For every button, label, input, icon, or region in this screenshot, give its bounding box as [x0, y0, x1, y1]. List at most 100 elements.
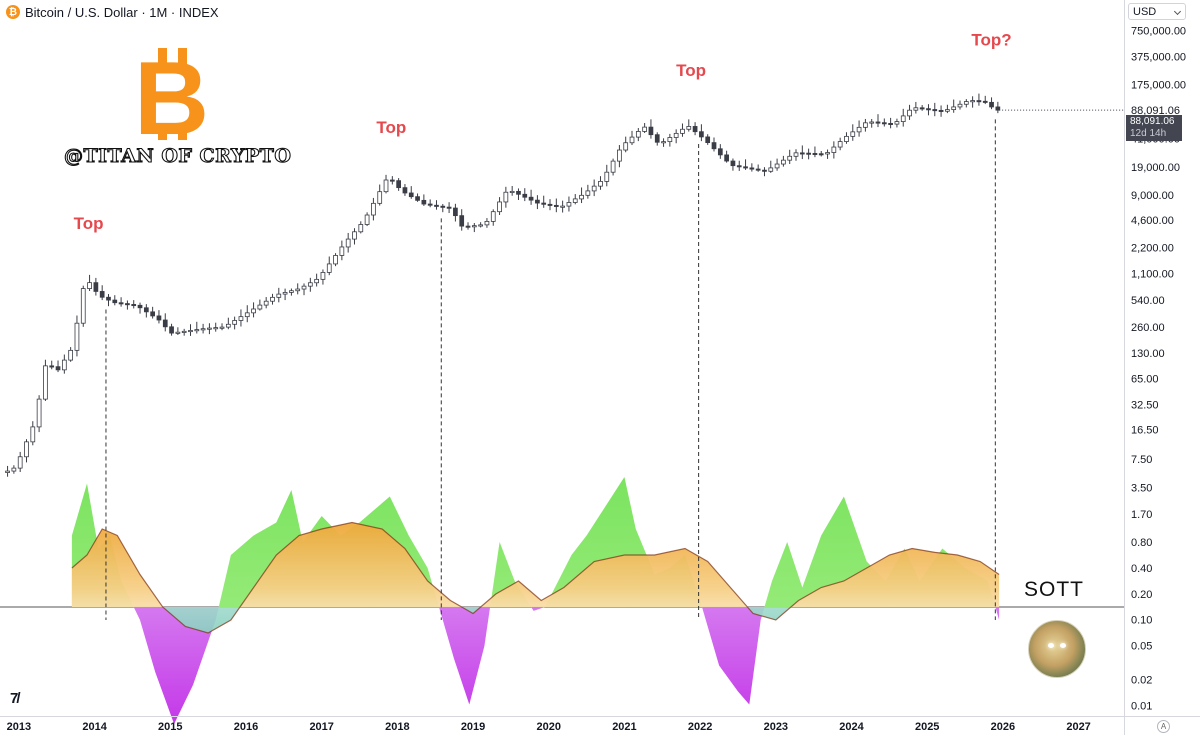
candle [440, 205, 446, 208]
x-tick-label: 2027 [1066, 721, 1090, 733]
x-tick-label: 2023 [764, 721, 788, 733]
indicator-name: SOTT [1024, 578, 1084, 601]
candle [945, 109, 950, 112]
candle [125, 303, 130, 306]
candle [137, 304, 143, 309]
y-tick-label: 32.50 [1131, 399, 1159, 411]
candle [667, 137, 673, 143]
candle [352, 231, 357, 240]
candle [238, 316, 244, 321]
candle [87, 282, 92, 289]
candle [427, 203, 433, 206]
candle [270, 296, 275, 302]
candle [389, 179, 395, 182]
y-tick-label: 540.00 [1131, 295, 1165, 307]
currency-selector[interactable]: USD [1128, 3, 1186, 20]
x-tick-label: 2026 [991, 721, 1015, 733]
candle [207, 327, 212, 330]
x-tick-label: 2020 [537, 721, 561, 733]
candle [421, 199, 427, 205]
candle [856, 126, 862, 133]
y-tick-label: 1.70 [1131, 509, 1152, 521]
candle [188, 330, 193, 333]
candle [869, 121, 875, 124]
candle [377, 191, 383, 204]
candle [610, 160, 616, 173]
candle [762, 169, 767, 172]
candle [768, 167, 774, 172]
y-tick-label: 0.01 [1131, 700, 1152, 712]
candle [686, 126, 692, 130]
candle [446, 206, 452, 209]
y-tick-label: 175,000.00 [1131, 80, 1186, 92]
candle [553, 204, 559, 207]
sott-signal-negative-area [71, 607, 1000, 633]
candle [730, 160, 736, 167]
candle [459, 215, 465, 227]
author-avatar [1028, 620, 1086, 678]
candle [598, 180, 603, 187]
candle [503, 191, 509, 203]
candle [825, 152, 830, 155]
candle [673, 132, 679, 138]
candle [244, 312, 250, 318]
candle [289, 290, 294, 293]
candle [566, 202, 572, 207]
symbol-title: Bitcoin / U.S. Dollar · 1M · INDEX [25, 4, 219, 20]
candle [106, 296, 111, 301]
author-watermark: @TITAN OF CRYPTO [63, 144, 292, 167]
tradingview-logo[interactable]: 7/ [10, 690, 20, 707]
candle [68, 349, 73, 361]
candle [17, 456, 23, 469]
y-tick-label: 7.50 [1131, 454, 1152, 466]
candle [364, 214, 370, 225]
x-tick-label: 2025 [915, 721, 939, 733]
candle [24, 441, 29, 458]
symbol-header[interactable]: ₿ Bitcoin / U.S. Dollar · 1M · INDEX [6, 3, 219, 21]
candle [276, 293, 282, 298]
x-tick-label: 2024 [839, 721, 864, 733]
candle [219, 326, 225, 329]
candle [894, 121, 900, 125]
candle [907, 109, 912, 117]
candle [995, 106, 1001, 111]
x-tick-label: 2022 [688, 721, 712, 733]
y-tick-label: 0.80 [1131, 537, 1152, 549]
candle [963, 101, 969, 105]
candle [951, 106, 957, 111]
candle [301, 285, 307, 290]
candle [749, 167, 755, 170]
candle [74, 322, 80, 351]
candle [408, 192, 414, 198]
x-tick-label: 2017 [309, 721, 333, 733]
bitcoin-logo: B [134, 48, 209, 140]
candle [345, 238, 351, 248]
candle [415, 196, 420, 201]
candle [333, 255, 338, 265]
auto-scale-button[interactable]: A [1157, 720, 1170, 733]
candle [572, 198, 578, 203]
y-tick-label: 88,091.06 [1131, 105, 1180, 117]
candle [976, 100, 982, 103]
candle [516, 190, 521, 195]
candle [642, 126, 647, 132]
candle [799, 152, 805, 155]
y-tick-label: 2,200.00 [1131, 242, 1174, 254]
x-tick-label: 2018 [385, 721, 409, 733]
last-price-label: 88,091.06 12d 14h [1126, 115, 1182, 141]
y-tick-label: 1,100.00 [1131, 268, 1174, 280]
candle [11, 467, 17, 472]
candle [263, 300, 269, 306]
y-tick-label: 0.02 [1131, 674, 1152, 686]
candle [200, 328, 206, 331]
y-tick-label: 4,600.00 [1131, 215, 1174, 227]
candle [478, 224, 483, 227]
candle [623, 142, 629, 151]
candle [781, 159, 786, 165]
candle [232, 320, 237, 325]
candle [724, 154, 729, 162]
candle [736, 165, 742, 168]
candle [648, 126, 654, 136]
candle [787, 155, 793, 161]
